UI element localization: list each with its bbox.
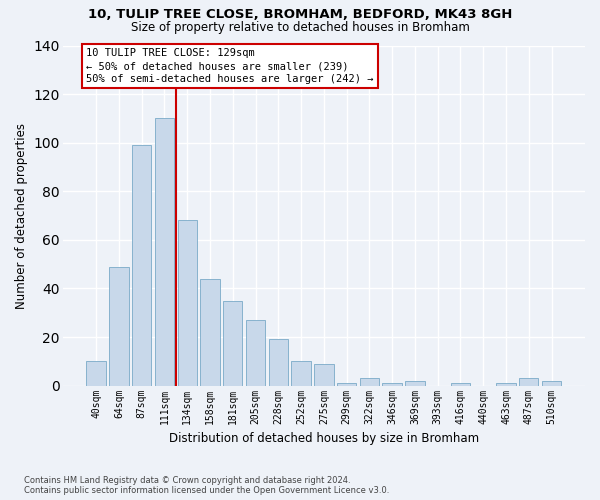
Bar <box>86 362 106 386</box>
Bar <box>519 378 538 386</box>
Bar <box>269 340 288 386</box>
Bar <box>200 278 220 386</box>
Text: Contains HM Land Registry data © Crown copyright and database right 2024.
Contai: Contains HM Land Registry data © Crown c… <box>24 476 389 495</box>
Text: 10 TULIP TREE CLOSE: 129sqm
← 50% of detached houses are smaller (239)
50% of se: 10 TULIP TREE CLOSE: 129sqm ← 50% of det… <box>86 48 373 84</box>
Bar <box>246 320 265 386</box>
Bar <box>382 383 402 386</box>
Bar <box>542 381 561 386</box>
Bar <box>109 266 128 386</box>
Bar <box>451 383 470 386</box>
Bar <box>155 118 174 386</box>
Bar <box>337 383 356 386</box>
X-axis label: Distribution of detached houses by size in Bromham: Distribution of detached houses by size … <box>169 432 479 445</box>
Text: 10, TULIP TREE CLOSE, BROMHAM, BEDFORD, MK43 8GH: 10, TULIP TREE CLOSE, BROMHAM, BEDFORD, … <box>88 8 512 20</box>
Bar <box>223 300 242 386</box>
Bar <box>360 378 379 386</box>
Bar <box>314 364 334 386</box>
Text: Size of property relative to detached houses in Bromham: Size of property relative to detached ho… <box>131 22 469 35</box>
Bar <box>178 220 197 386</box>
Y-axis label: Number of detached properties: Number of detached properties <box>15 122 28 308</box>
Bar <box>292 362 311 386</box>
Bar <box>496 383 516 386</box>
Bar <box>132 145 151 386</box>
Bar <box>405 381 425 386</box>
